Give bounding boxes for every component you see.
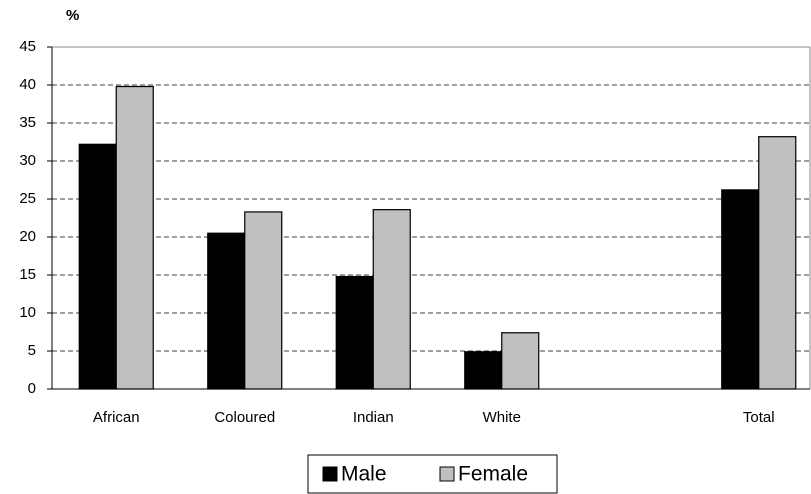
- x-tick-label: African: [93, 409, 140, 426]
- bar: [335, 275, 374, 390]
- y-tick-label: 5: [28, 342, 36, 359]
- y-tick-label: 0: [28, 380, 36, 397]
- legend-swatch: [439, 466, 455, 482]
- y-axis-label: %: [66, 7, 79, 24]
- x-tick-label: Coloured: [214, 409, 275, 426]
- x-tick-label: Total: [743, 409, 775, 426]
- bar: [758, 136, 797, 390]
- y-tick-label: 30: [19, 152, 36, 169]
- y-tick-label: 15: [19, 266, 36, 283]
- bar: [464, 351, 503, 390]
- bar: [115, 85, 154, 390]
- y-tick-label: 25: [19, 190, 36, 207]
- bar: [244, 211, 283, 390]
- y-tick-label: 10: [19, 304, 36, 321]
- x-tick-label: Indian: [353, 409, 394, 426]
- y-tick-label: 20: [19, 228, 36, 245]
- bar: [372, 209, 411, 390]
- legend-box: [307, 454, 558, 494]
- bar: [501, 332, 540, 390]
- bar: [78, 143, 117, 390]
- legend-swatch: [322, 466, 338, 482]
- y-tick-label: 45: [19, 38, 36, 55]
- legend-label: Female: [458, 463, 528, 486]
- legend-label: Male: [341, 463, 387, 486]
- y-tick-label: 40: [19, 76, 36, 93]
- bar: [721, 189, 760, 390]
- y-tick-label: 35: [19, 114, 36, 131]
- bar: [207, 232, 246, 390]
- x-tick-label: White: [483, 409, 521, 426]
